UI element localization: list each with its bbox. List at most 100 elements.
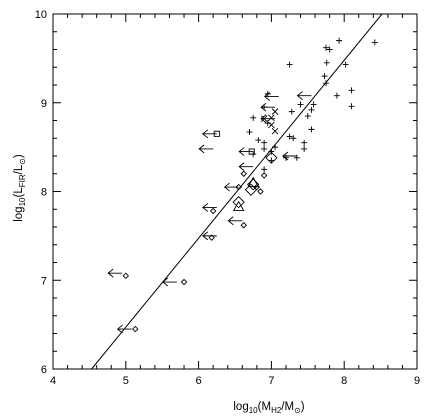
small-diamond-marker xyxy=(240,221,247,229)
small-diamond-mark xyxy=(235,183,242,191)
x-tick-label: 9 xyxy=(414,375,420,387)
plus-marker xyxy=(286,61,293,68)
arrow-mark xyxy=(260,102,276,112)
plus-marker xyxy=(250,114,257,121)
upper-limit-arrow-marker xyxy=(296,91,312,101)
arrow-mark xyxy=(263,92,279,101)
plus-mark xyxy=(348,87,355,94)
large-diamond-mark xyxy=(247,178,260,191)
large-diamond-marker xyxy=(232,196,245,209)
triangle-marker xyxy=(247,176,259,188)
small-diamond-mark xyxy=(180,278,188,286)
small-diamond-marker xyxy=(257,188,264,195)
cross-marker xyxy=(271,127,279,135)
plus-mark xyxy=(261,145,268,152)
small-diamond-mark xyxy=(209,207,217,215)
plot-frame xyxy=(52,13,418,370)
ylabel-sun: ⊙ xyxy=(18,158,27,165)
upper-limit-arrow-marker xyxy=(202,129,217,139)
plus-mark xyxy=(321,73,328,80)
triangle-mark xyxy=(232,200,245,212)
plus-mark xyxy=(286,61,293,68)
y-axis-label: log10(LFIR/L⊙) xyxy=(13,154,27,222)
upper-limit-arrow-marker xyxy=(282,151,297,161)
xlabel-base: 10 xyxy=(249,406,258,415)
small-diamond-mark xyxy=(260,172,268,179)
arrow-mark xyxy=(202,203,217,212)
small-diamond-mark xyxy=(208,234,215,241)
cross-mark xyxy=(268,121,275,129)
plus-mark xyxy=(371,39,378,46)
arrow-mark xyxy=(107,268,123,278)
small-diamond-marker xyxy=(240,170,247,177)
x-tick-label: 7 xyxy=(268,375,274,387)
arrow-mark xyxy=(198,144,214,154)
plus-mark xyxy=(348,103,355,110)
small-diamond-marker xyxy=(235,183,242,191)
arrow-mark xyxy=(202,231,217,241)
plus-marker xyxy=(246,129,253,136)
y-tick-label: 7 xyxy=(41,275,47,287)
plus-marker xyxy=(342,61,349,68)
upper-limit-arrow-marker xyxy=(202,231,217,241)
small-diamond-marker xyxy=(132,325,139,333)
plus-marker xyxy=(308,126,315,133)
small-diamond-mark xyxy=(132,325,139,333)
plus-marker xyxy=(321,73,328,80)
upper-limit-arrow-marker xyxy=(107,268,123,278)
plus-mark xyxy=(272,144,279,151)
plus-marker xyxy=(310,101,317,108)
plus-mark xyxy=(308,106,315,113)
plus-marker xyxy=(286,133,293,140)
xlabel-sun: ⊙ xyxy=(294,406,301,415)
small-diamond-marker xyxy=(209,207,217,215)
arrow-mark xyxy=(162,277,177,287)
arrow-mark xyxy=(227,216,243,226)
upper-limit-arrow-marker xyxy=(263,92,279,101)
plus-mark xyxy=(268,148,275,155)
y-tick-label: 10 xyxy=(35,9,47,21)
plus-marker xyxy=(255,137,262,144)
upper-limit-arrow-marker xyxy=(223,182,239,192)
arrow-mark xyxy=(296,91,312,101)
plus-mark xyxy=(301,139,308,146)
plus-marker xyxy=(297,101,304,108)
plus-marker xyxy=(323,80,329,87)
cross-marker xyxy=(268,114,275,122)
y-tick-labels: 6 7 8 9 10 xyxy=(35,9,47,376)
y-tick-label: 6 xyxy=(41,364,47,376)
plus-marker xyxy=(348,103,355,110)
plus-mark xyxy=(286,133,293,140)
xlabel-sub: H2 xyxy=(271,406,282,415)
upper-limit-arrow-marker xyxy=(198,144,214,154)
plus-mark xyxy=(261,139,268,146)
fit-line xyxy=(91,13,383,370)
xlabel-close: ) xyxy=(301,401,305,413)
plus-mark xyxy=(333,92,340,99)
plus-mark xyxy=(290,135,297,142)
small-diamond-mark xyxy=(240,170,247,177)
plus-mark xyxy=(323,59,330,66)
upper-limit-arrow-marker xyxy=(238,147,254,156)
plus-marker xyxy=(272,144,279,151)
x-tick-label: 5 xyxy=(123,375,129,387)
plus-mark xyxy=(308,126,315,133)
plus-marker xyxy=(323,44,329,51)
ylabel-base: 10 xyxy=(18,197,27,206)
small-diamond-marker xyxy=(260,172,268,179)
plus-marker xyxy=(304,113,311,120)
plus-mark xyxy=(261,166,268,173)
plus-marker xyxy=(268,157,275,164)
arrow-mark xyxy=(238,162,254,172)
small-diamond-marker xyxy=(122,272,130,280)
plus-mark xyxy=(323,44,329,51)
plus-marker xyxy=(301,145,308,152)
y-tick-label: 8 xyxy=(41,187,47,199)
upper-limit-arrow-marker xyxy=(227,216,243,226)
plus-marker xyxy=(261,166,268,173)
plus-marker xyxy=(261,145,268,152)
arrow-mark xyxy=(282,151,297,161)
plus-mark xyxy=(288,108,295,115)
x-tick-label: 4 xyxy=(50,375,56,387)
arrow-mark xyxy=(116,324,132,334)
